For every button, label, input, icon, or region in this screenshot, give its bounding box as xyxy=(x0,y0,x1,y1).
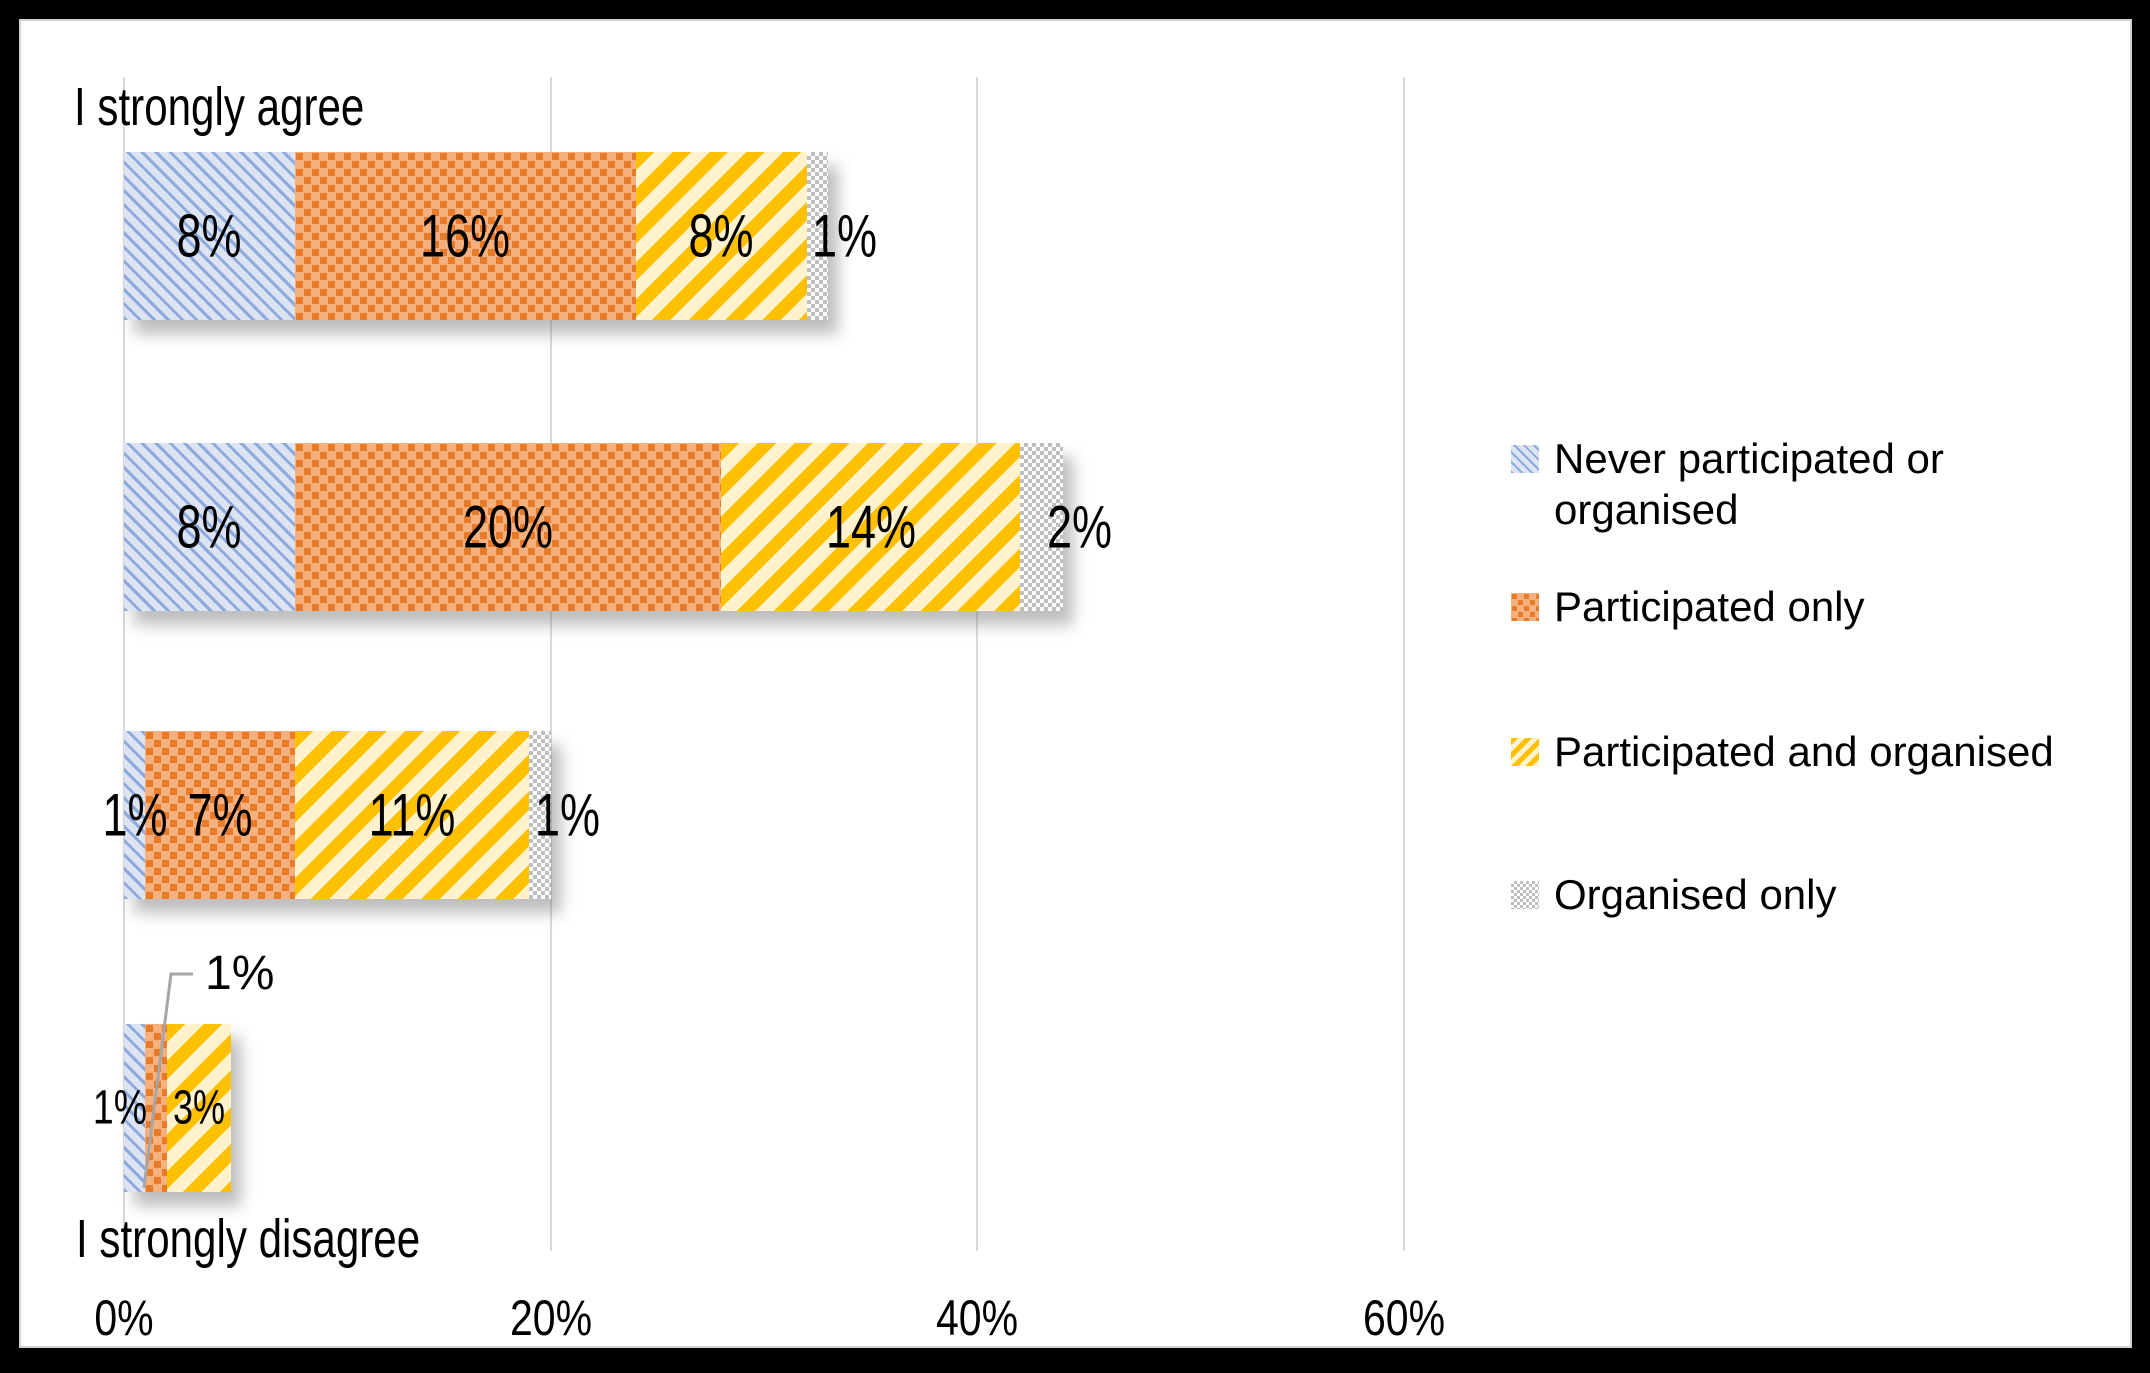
data-label: 1% xyxy=(811,202,877,270)
bar-row xyxy=(124,443,1063,611)
bar-segment-orange-checker-squares[interactable] xyxy=(294,443,722,611)
gridline xyxy=(123,77,125,1251)
data-label: 8% xyxy=(176,202,242,270)
bar-segment-blue-diagonal-stripes[interactable] xyxy=(124,1024,146,1192)
bar-row xyxy=(124,152,828,320)
chart-panel: 0% 20% 40% 60% 8% 16% 8% 1% 8% 20% 14% 2% 1% 7% 11% 1% 1… xyxy=(19,19,2132,1348)
data-label: 8% xyxy=(176,493,242,561)
x-axis-tick-label: 60% xyxy=(1362,1290,1445,1346)
x-axis-tick-label: 20% xyxy=(509,1290,592,1346)
gridline xyxy=(1402,77,1405,1251)
data-label: 11% xyxy=(368,781,456,849)
legend-swatch-gray-checker-icon xyxy=(1511,881,1539,909)
bar-segment-gray-checkerboard[interactable] xyxy=(1019,443,1063,611)
bar-row xyxy=(124,731,551,899)
bar-segment-blue-diagonal-stripes[interactable] xyxy=(124,152,295,320)
data-label: 20% xyxy=(462,493,553,561)
data-label: 16% xyxy=(420,202,511,270)
bar-segment-orange-checker-squares[interactable] xyxy=(145,731,295,899)
bar-segment-orange-checker-squares[interactable] xyxy=(145,1024,167,1192)
legend-entry-organised-only[interactable]: Organised only xyxy=(1511,869,1837,920)
data-label: 1% xyxy=(534,781,600,849)
legend-entry-never-participated[interactable]: Never participated or organised xyxy=(1511,433,1994,535)
legend-label: Participated and organised xyxy=(1554,728,2054,775)
gridline xyxy=(976,77,979,1251)
legend-swatch-gold-stripe-icon xyxy=(1511,738,1539,766)
data-label: 14% xyxy=(825,493,916,561)
data-label: 7% xyxy=(187,781,253,849)
category-label-strongly-disagree: I strongly disagree xyxy=(76,1209,421,1269)
legend-label: Never participated or organised xyxy=(1554,435,1944,533)
legend-swatch-blue-diagonal-icon xyxy=(1511,445,1539,473)
x-axis-tick-label: 40% xyxy=(936,1290,1019,1346)
data-label: 3% xyxy=(172,1081,225,1135)
bar-segment-gray-checkerboard[interactable] xyxy=(806,152,828,320)
callout-data-label: 1% xyxy=(205,947,275,1000)
gridline xyxy=(549,77,552,1251)
legend-entry-participated-only[interactable]: Participated only xyxy=(1511,581,1865,632)
category-label-strongly-agree: I strongly agree xyxy=(74,77,365,137)
legend-label: Participated only xyxy=(1554,583,1865,630)
bar-segment-gold-diagonal-stripes[interactable] xyxy=(294,731,530,899)
x-axis-tick-label: 0% xyxy=(94,1290,154,1346)
data-label: 8% xyxy=(688,202,754,270)
bar-segment-blue-diagonal-stripes[interactable] xyxy=(124,443,295,611)
data-label: 1% xyxy=(102,781,168,849)
legend-entry-participated-and-organised[interactable]: Participated and organised xyxy=(1511,726,2054,777)
legend-label: Organised only xyxy=(1554,871,1837,918)
data-label: 2% xyxy=(1046,493,1112,561)
bar-segment-blue-diagonal-stripes[interactable] xyxy=(124,731,146,899)
bar-segment-orange-checker-squares[interactable] xyxy=(294,152,636,320)
data-label: 1% xyxy=(93,1081,148,1135)
legend-swatch-orange-checker-icon xyxy=(1511,593,1539,621)
bar-segment-gold-diagonal-stripes[interactable] xyxy=(635,152,807,320)
bar-segment-gray-checkerboard[interactable] xyxy=(529,731,551,899)
legend: Never participated or organised Particip… xyxy=(21,21,2130,1346)
bar-segment-gold-diagonal-stripes[interactable] xyxy=(721,443,1020,611)
